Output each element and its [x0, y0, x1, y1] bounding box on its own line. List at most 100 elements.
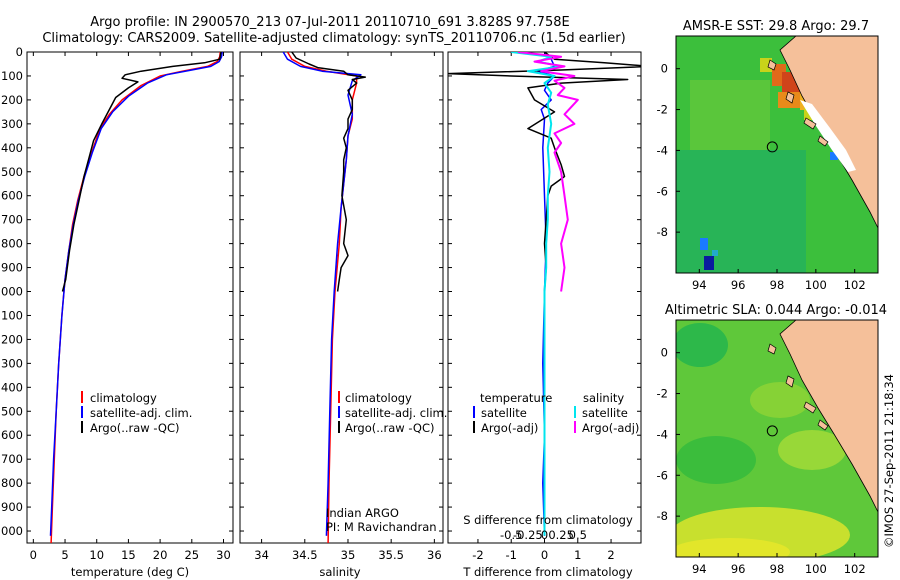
x-tick-label: 25: [184, 548, 199, 562]
map-y-tick-label: 0: [661, 346, 668, 360]
sst-pixel: [830, 152, 838, 160]
x-tick-label: 15: [121, 548, 136, 562]
x-tick-label: -1: [505, 548, 516, 562]
sla-map-field: [676, 320, 878, 557]
sla-low-anomaly: [676, 323, 728, 367]
sla-high-anomaly: [778, 430, 846, 470]
depth-tick-label: 1300: [0, 356, 23, 370]
institution-label: Indian ARGO: [326, 506, 399, 520]
legend-argo: Argo(..raw -QC): [345, 421, 435, 435]
sst-pixel: [700, 238, 708, 250]
sst-map-title: AMSR-E SST: 29.8 Argo: 29.7: [683, 19, 869, 34]
depth-tick-label: 0: [16, 45, 23, 59]
imos-timestamp: ©IMOS 27-Sep-2011 21:18:34: [882, 374, 896, 548]
map-x-tick-label: 96: [731, 562, 746, 576]
depth-axis-ticks: 0 100 200 300 400 500 600 700 800 900 1000 1100 1200…: [0, 45, 233, 538]
x-tick-label: 36: [427, 548, 442, 562]
temperature-panel: 0100200300400500600700800900100011001200…: [0, 45, 234, 579]
map-y-tick-label: -4: [657, 427, 668, 441]
sla-high-anomaly: [676, 538, 790, 557]
depth-tick-label: 700: [1, 213, 23, 227]
depth-tick-label: 400: [1, 141, 23, 155]
sla-high-anomaly: [750, 382, 810, 418]
temperature-legend: climatology satellite-adj. clim. Argo(..…: [81, 391, 192, 435]
sst-argo-location-marker: [766, 141, 778, 153]
sla-land-sumatra: [779, 320, 878, 513]
map-y-tick-label: -6: [657, 468, 668, 482]
sst-map: AMSR-E SST: 29.8 Argo: 29.7 94 96 98 100 102…: [657, 19, 879, 292]
legend-swatch-t-argo: [473, 421, 475, 433]
legend-satellite-adj: satellite-adj. clim.: [90, 406, 192, 420]
depth-tick-label: 200: [1, 93, 23, 107]
legend-climatology: climatology: [345, 391, 412, 405]
sla-map-title: Altimetric SLA: 0.044 Argo: -0.014: [665, 303, 887, 318]
legend-swatch-climatology: [338, 391, 340, 403]
depth-tick-label: 900: [1, 261, 23, 275]
sst-map-field: [676, 36, 878, 273]
x-tick-label: 35: [341, 548, 356, 562]
s-difference-label: S difference from climatology: [463, 513, 633, 527]
x-tick-label: 20: [153, 548, 168, 562]
legend-swatch-argo: [81, 421, 83, 433]
depth-tick-label: 300: [1, 117, 23, 131]
s-tick-label: -0.25: [513, 528, 543, 542]
s-tick-label: -0.5: [500, 528, 522, 542]
figure-subtitle: Climatology: CARS2009. Satellite-adjuste…: [42, 31, 625, 46]
x-tick-label: 30: [216, 548, 231, 562]
x-tick-label: 34.5: [292, 548, 318, 562]
map-x-tick-label: 100: [805, 278, 827, 292]
x-tick-label: 34: [254, 548, 269, 562]
legend-argo: Argo(..raw -QC): [90, 421, 180, 435]
map-y-tick-label: -2: [657, 103, 668, 117]
salinity-depth-ticks: [240, 51, 443, 532]
depth-tick-label: 2000: [0, 524, 23, 538]
x-tick-label: 0: [541, 548, 548, 562]
difference-panel: -2 -1 0 1 2 temperature salinity satellite A…: [447, 51, 642, 579]
depth-tick-label: 1600: [0, 428, 23, 442]
series-line: [517, 52, 579, 292]
sst-map-ticks: 94 96 98 100 102 0 -2 -4 -6 -8: [657, 62, 866, 292]
series-line: [511, 52, 563, 536]
legend-s-satellite: satellite: [582, 406, 628, 420]
depth-tick-label: 800: [1, 237, 23, 251]
sla-map-ticks: 94 96 98 100 102 0 -2 -4 -6 -8: [657, 346, 866, 576]
legend-t-satellite: satellite: [481, 406, 527, 420]
depth-tick-label: 1700: [0, 452, 23, 466]
salinity-x-label: salinity: [319, 565, 360, 579]
legend-swatch-t-satellite: [473, 406, 475, 418]
x-tick-label: 2: [607, 548, 614, 562]
map-x-tick-label: 96: [731, 278, 746, 292]
difference-series: [448, 52, 641, 536]
difference-legend: temperature salinity satellite Argo(-adj…: [473, 391, 639, 435]
legend-title-temperature: temperature: [480, 391, 552, 405]
map-x-tick-label: 102: [844, 562, 866, 576]
series-line: [61, 52, 222, 292]
map-y-tick-label: -8: [657, 509, 668, 523]
depth-tick-label: 100: [1, 69, 23, 83]
s-tick-label: 0: [541, 528, 548, 542]
salinity-panel: 34 34.5 35 35.5 36 climatology satellite-adj…: [239, 51, 447, 579]
legend-satellite-adj: satellite-adj. clim.: [345, 406, 447, 420]
depth-tick-label: 600: [1, 189, 23, 203]
depth-tick-label: 1000: [0, 285, 23, 299]
map-x-tick-label: 94: [692, 278, 707, 292]
legend-swatch-s-argo: [574, 421, 576, 433]
legend-climatology: climatology: [90, 391, 157, 405]
depth-tick-label: 1400: [0, 380, 23, 394]
depth-tick-label: 1100: [0, 308, 23, 322]
temperature-x-ticks: 0 5 10 15 20 25 30: [30, 52, 231, 562]
difference-x-ticks: -2 -1 0 1 2: [472, 52, 615, 562]
x-tick-label: 1: [574, 548, 581, 562]
temperature-x-label: temperature (deg C): [71, 565, 189, 579]
x-tick-label: 35.5: [378, 548, 404, 562]
sst-islands: [767, 59, 829, 147]
map-x-tick-label: 100: [805, 562, 827, 576]
legend-swatch-s-satellite: [574, 406, 576, 418]
x-tick-label: 0: [30, 548, 37, 562]
depth-tick-label: 1200: [0, 332, 23, 346]
legend-swatch-argo: [338, 421, 340, 433]
legend-s-argo: Argo(-adj): [582, 421, 639, 435]
sst-pixel: [704, 256, 714, 270]
map-y-tick-label: -8: [657, 225, 668, 239]
